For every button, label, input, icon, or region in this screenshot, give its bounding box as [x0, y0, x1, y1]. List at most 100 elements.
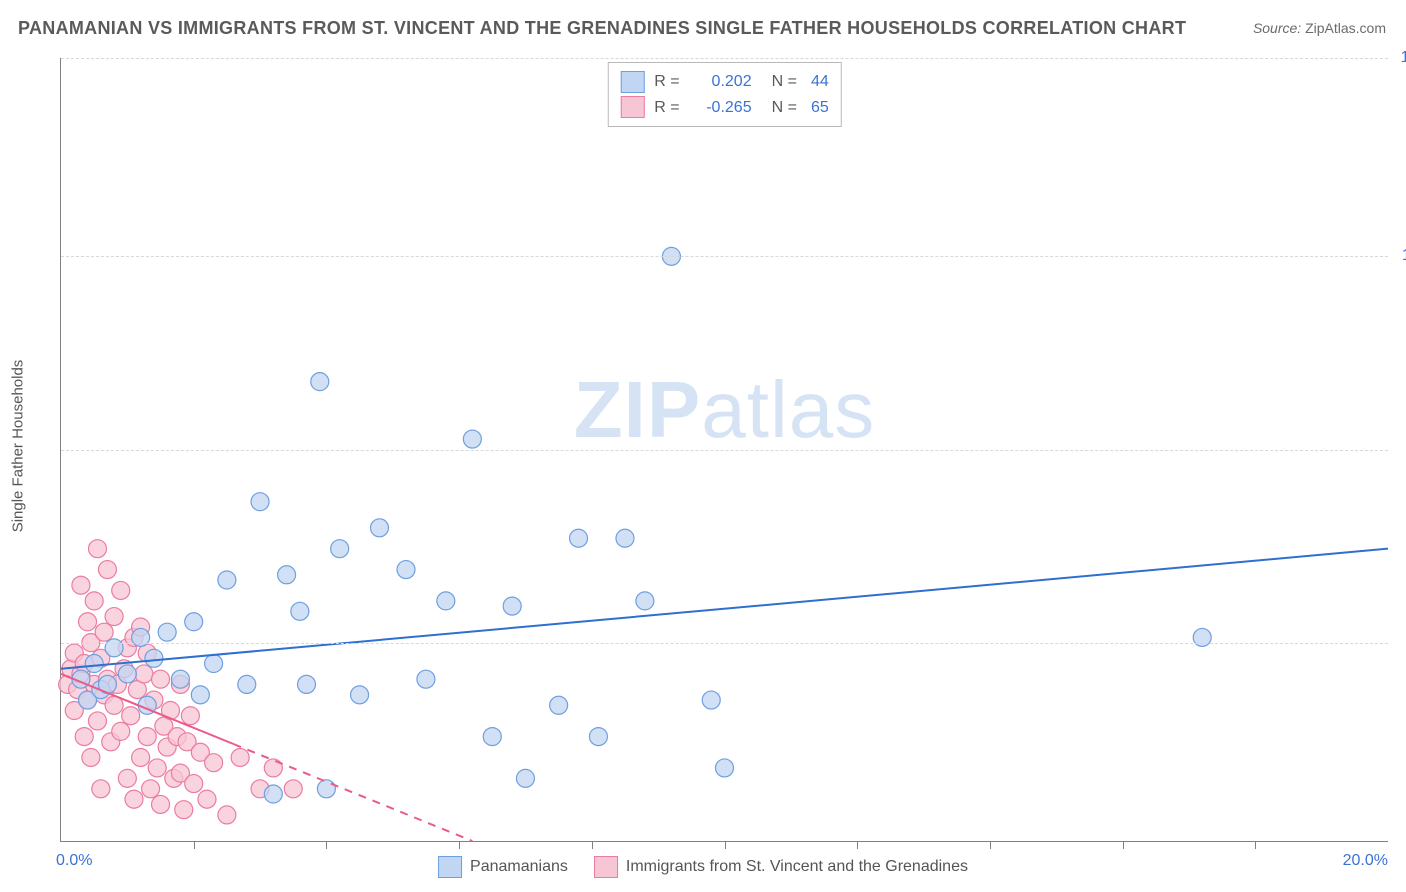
scatter-point	[231, 748, 249, 766]
scatter-point	[85, 592, 103, 610]
legend-label-1: Panamanians	[470, 858, 568, 876]
scatter-point	[95, 623, 113, 641]
scatter-point	[152, 670, 170, 688]
scatter-point	[92, 780, 110, 798]
scatter-point	[142, 780, 160, 798]
scatter-point	[152, 795, 170, 813]
legend-swatch-1	[438, 856, 462, 878]
x-tick	[326, 841, 327, 849]
scatter-point	[105, 608, 123, 626]
scatter-point	[82, 748, 100, 766]
bottom-legend: Panamanians Immigrants from St. Vincent …	[438, 856, 968, 878]
n-value-2: 65	[811, 95, 829, 121]
scatter-point	[122, 707, 140, 725]
scatter-point	[417, 670, 435, 688]
stats-row-1: R = 0.202 N = 44	[620, 69, 828, 95]
scatter-point	[88, 712, 106, 730]
scatter-point	[185, 613, 203, 631]
x-max-label: 20.0%	[1343, 852, 1388, 870]
r-value-2: -0.265	[694, 95, 752, 121]
scatter-point	[636, 592, 654, 610]
scatter-point	[198, 790, 216, 808]
plot-region: ZIPatlas R = 0.202 N = 44 R = -0.265 N =…	[60, 58, 1388, 842]
legend-item-2: Immigrants from St. Vincent and the Gren…	[594, 856, 968, 878]
x-tick	[725, 841, 726, 849]
scatter-point	[181, 707, 199, 725]
swatch-series-1	[620, 71, 644, 93]
scatter-point	[284, 780, 302, 798]
legend-swatch-2	[594, 856, 618, 878]
legend-item-1: Panamanians	[438, 856, 568, 878]
scatter-point	[132, 628, 150, 646]
scatter-point	[218, 806, 236, 824]
source-name: ZipAtlas.com	[1305, 20, 1386, 36]
swatch-series-2	[620, 96, 644, 118]
x-tick	[857, 841, 858, 849]
scatter-point	[118, 769, 136, 787]
scatter-point	[118, 665, 136, 683]
scatter-point	[616, 529, 634, 547]
scatter-point	[550, 696, 568, 714]
scatter-point	[251, 493, 269, 511]
r-label-1: R =	[654, 69, 679, 95]
scatter-point	[132, 748, 150, 766]
r-value-1: 0.202	[694, 69, 752, 95]
scatter-point	[716, 759, 734, 777]
x-min-label: 0.0%	[56, 852, 92, 870]
scatter-point	[331, 540, 349, 558]
scatter-point	[570, 529, 588, 547]
scatter-point	[218, 571, 236, 589]
scatter-point	[98, 561, 116, 579]
stats-legend: R = 0.202 N = 44 R = -0.265 N = 65	[607, 62, 841, 127]
scatter-point	[135, 665, 153, 683]
scatter-point	[79, 613, 97, 631]
legend-label-2: Immigrants from St. Vincent and the Gren…	[626, 858, 968, 876]
scatter-point	[311, 373, 329, 391]
scatter-point	[85, 655, 103, 673]
r-label-2: R =	[654, 95, 679, 121]
scatter-point	[264, 759, 282, 777]
scatter-point	[112, 581, 130, 599]
scatter-point	[437, 592, 455, 610]
scatter-point	[148, 759, 166, 777]
scatter-point	[72, 576, 90, 594]
scatter-point	[205, 655, 223, 673]
gridline	[61, 256, 1388, 257]
scatter-point	[1193, 628, 1211, 646]
scatter-point	[88, 540, 106, 558]
scatter-point	[297, 675, 315, 693]
scatter-point	[291, 602, 309, 620]
scatter-point	[175, 801, 193, 819]
scatter-point	[503, 597, 521, 615]
x-tick	[459, 841, 460, 849]
n-label-1: N =	[772, 69, 797, 95]
scatter-point	[205, 754, 223, 772]
scatter-point	[125, 790, 143, 808]
scatter-point	[278, 566, 296, 584]
scatter-point	[317, 780, 335, 798]
x-tick	[990, 841, 991, 849]
gridline	[61, 643, 1388, 644]
gridline	[61, 58, 1388, 59]
scatter-point	[483, 728, 501, 746]
scatter-point	[702, 691, 720, 709]
scatter-point	[158, 623, 176, 641]
source-attribution: Source: ZipAtlas.com	[1253, 20, 1386, 36]
chart-area: ZIPatlas R = 0.202 N = 44 R = -0.265 N =…	[60, 58, 1388, 842]
scatter-point	[351, 686, 369, 704]
scatter-point	[191, 686, 209, 704]
gridline	[61, 450, 1388, 451]
x-tick	[1123, 841, 1124, 849]
source-label: Source:	[1253, 20, 1301, 36]
scatter-point	[171, 670, 189, 688]
scatter-point	[397, 561, 415, 579]
x-tick	[592, 841, 593, 849]
x-tick	[194, 841, 195, 849]
stats-row-2: R = -0.265 N = 65	[620, 95, 828, 121]
scatter-point	[238, 675, 256, 693]
scatter-point	[145, 649, 163, 667]
scatter-point	[75, 728, 93, 746]
scatter-point	[516, 769, 534, 787]
scatter-point	[112, 722, 130, 740]
y-axis-title: Single Father Households	[10, 360, 27, 533]
